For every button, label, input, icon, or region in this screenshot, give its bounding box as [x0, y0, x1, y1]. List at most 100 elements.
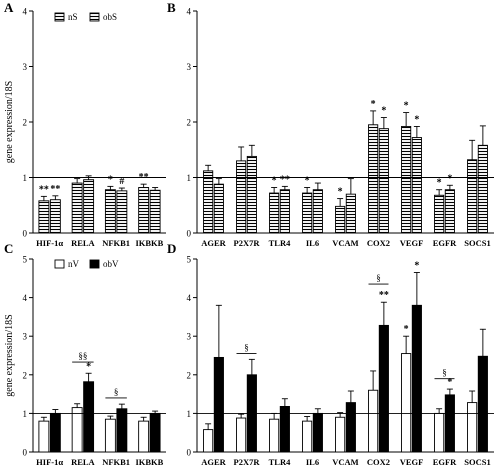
significance-mark: *: [305, 175, 310, 186]
y-tick-label: 3: [187, 332, 192, 342]
x-tick-label: RELA: [71, 238, 95, 248]
bracket-label: §: [244, 343, 249, 353]
y-tick-label: 0: [187, 448, 192, 458]
bar: [104, 189, 116, 234]
significance-mark: *: [381, 106, 386, 117]
bar: [345, 193, 356, 234]
significance-mark: #: [119, 176, 124, 187]
y-tick-label: 4: [23, 7, 28, 17]
bar: [401, 125, 412, 234]
x-tick-label: TLR4: [269, 457, 291, 467]
bar: [368, 124, 379, 234]
panel-letter-c: C: [4, 241, 13, 256]
bar: [149, 412, 161, 453]
legend-label: nS: [68, 12, 78, 22]
x-tick-label: SOCS1: [464, 238, 490, 248]
bar: [434, 194, 445, 234]
y-tick-label: 0: [23, 448, 28, 458]
x-tick-label: P2X7R: [234, 238, 261, 248]
bar: [477, 355, 488, 453]
bar: [83, 381, 95, 453]
bracket-label: §: [376, 273, 381, 283]
bar: [138, 187, 150, 234]
bar: [149, 189, 161, 234]
bar: [49, 199, 61, 234]
x-tick-label: IKBKB: [135, 457, 163, 467]
x-tick-label: VEGF: [400, 238, 424, 248]
y-tick-label: 3: [187, 62, 192, 72]
x-tick-label: SOCS1: [464, 457, 490, 467]
bar: [269, 192, 280, 234]
legend-swatch: [89, 12, 100, 22]
significance-mark: *: [338, 187, 343, 198]
bar: [203, 429, 214, 453]
x-tick-label: IKBKB: [135, 238, 163, 248]
x-tick-label: RELA: [71, 457, 95, 467]
bar: [444, 189, 455, 234]
y-tick-label: 1: [23, 173, 28, 183]
x-tick-label: TLR4: [269, 238, 291, 248]
legend-label: obS: [103, 12, 117, 22]
bar: [467, 402, 478, 453]
bar: [279, 189, 290, 234]
y-tick-label: 2: [23, 118, 28, 128]
y-tick-label: 4: [23, 293, 28, 303]
bar: [104, 418, 116, 453]
y-tick-label: 3: [23, 62, 28, 72]
legend-swatch: [89, 259, 100, 269]
x-tick-label: IL6: [306, 238, 319, 248]
significance-mark: *: [371, 99, 376, 110]
panel-letter-b: B: [167, 0, 176, 15]
bar: [71, 182, 83, 234]
y-tick-label: 2: [187, 118, 192, 128]
bar: [138, 420, 150, 453]
y-tick-label: 2: [23, 370, 28, 380]
x-tick-label: VEGF: [400, 457, 424, 467]
bar: [401, 353, 412, 453]
y-tick-label: 3: [23, 332, 28, 342]
legend-swatch: [54, 259, 65, 269]
significance-mark: *: [404, 324, 409, 335]
significance-mark: *: [404, 101, 409, 112]
bar: [411, 137, 422, 234]
bar: [269, 418, 280, 453]
bar: [236, 160, 247, 234]
y-tick-label: 0: [187, 229, 192, 239]
bar: [378, 324, 389, 453]
bar: [71, 407, 83, 453]
y-tick-label: 1: [187, 173, 192, 183]
bar: [434, 412, 445, 453]
panel-b: 0 1 2 3 4 AGER P2X7R TLR4 IL6 VCAM COX2 VEGF EGFR SOC…: [187, 7, 494, 248]
bar: [312, 189, 323, 234]
bar: [368, 389, 379, 453]
significance-mark: *: [86, 361, 91, 372]
significance-mark: **: [280, 174, 290, 185]
bar: [302, 192, 313, 234]
legend-label: nV: [68, 259, 80, 269]
bar: [203, 170, 214, 234]
bar: [38, 420, 50, 453]
significance-mark: *: [414, 261, 419, 272]
significance-mark: *: [447, 173, 452, 184]
panel-d: 0 1 2 3 4 5 AGER P2X7R TLR4 IL6 VCAM COX2 VEGF EGFR SO…: [187, 255, 494, 467]
y-axis-label: gene expression/18S: [4, 314, 15, 397]
bar: [213, 356, 224, 453]
y-tick-label: 4: [187, 7, 192, 17]
x-tick-label: COX2: [367, 238, 390, 248]
bracket-label: §§: [78, 351, 87, 361]
x-tick-label: NFKB1: [102, 238, 130, 248]
panel-letter-a: A: [4, 0, 14, 15]
bar: [302, 420, 313, 453]
bar: [467, 159, 478, 234]
x-tick-label: P2X7R: [234, 457, 261, 467]
x-tick-label: EGFR: [433, 457, 457, 467]
bar: [312, 412, 323, 453]
bar: [83, 179, 95, 234]
bar: [236, 417, 247, 453]
bar: [116, 190, 128, 234]
bar: [444, 394, 455, 453]
bar: [246, 155, 257, 234]
significance-mark: *: [447, 377, 452, 388]
panel-c: 0 1 2 3 4 5 gene expression/18S HIF-1α RELA NFKB1…: [4, 255, 166, 467]
